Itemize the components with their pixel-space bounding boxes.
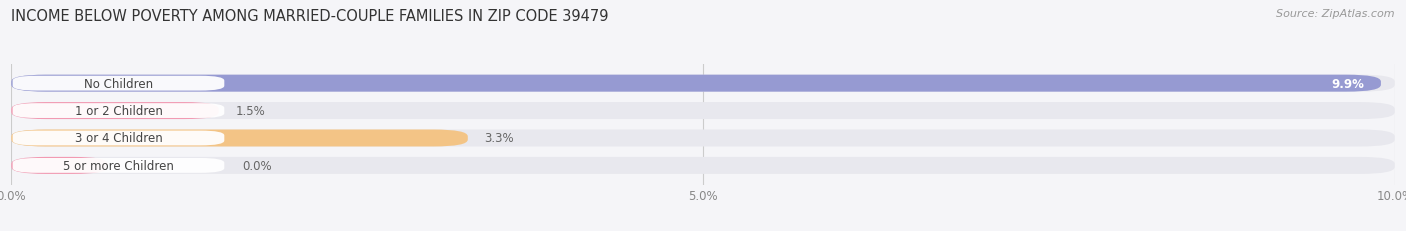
FancyBboxPatch shape	[11, 103, 1395, 120]
Text: 3 or 4 Children: 3 or 4 Children	[75, 132, 162, 145]
FancyBboxPatch shape	[11, 75, 1395, 92]
Text: 1.5%: 1.5%	[235, 105, 266, 118]
FancyBboxPatch shape	[13, 76, 225, 91]
Text: 3.3%: 3.3%	[485, 132, 515, 145]
Text: 1 or 2 Children: 1 or 2 Children	[75, 105, 163, 118]
Text: INCOME BELOW POVERTY AMONG MARRIED-COUPLE FAMILIES IN ZIP CODE 39479: INCOME BELOW POVERTY AMONG MARRIED-COUPL…	[11, 9, 609, 24]
FancyBboxPatch shape	[13, 104, 225, 119]
FancyBboxPatch shape	[13, 158, 225, 173]
Text: 5 or more Children: 5 or more Children	[63, 159, 174, 172]
Text: 0.0%: 0.0%	[242, 159, 271, 172]
FancyBboxPatch shape	[11, 130, 468, 147]
FancyBboxPatch shape	[11, 130, 1395, 147]
FancyBboxPatch shape	[13, 131, 225, 146]
Text: No Children: No Children	[84, 77, 153, 90]
Text: Source: ZipAtlas.com: Source: ZipAtlas.com	[1277, 9, 1395, 19]
FancyBboxPatch shape	[11, 75, 1381, 92]
Text: 9.9%: 9.9%	[1331, 77, 1364, 90]
FancyBboxPatch shape	[11, 157, 108, 174]
FancyBboxPatch shape	[11, 157, 1395, 174]
FancyBboxPatch shape	[11, 103, 219, 120]
